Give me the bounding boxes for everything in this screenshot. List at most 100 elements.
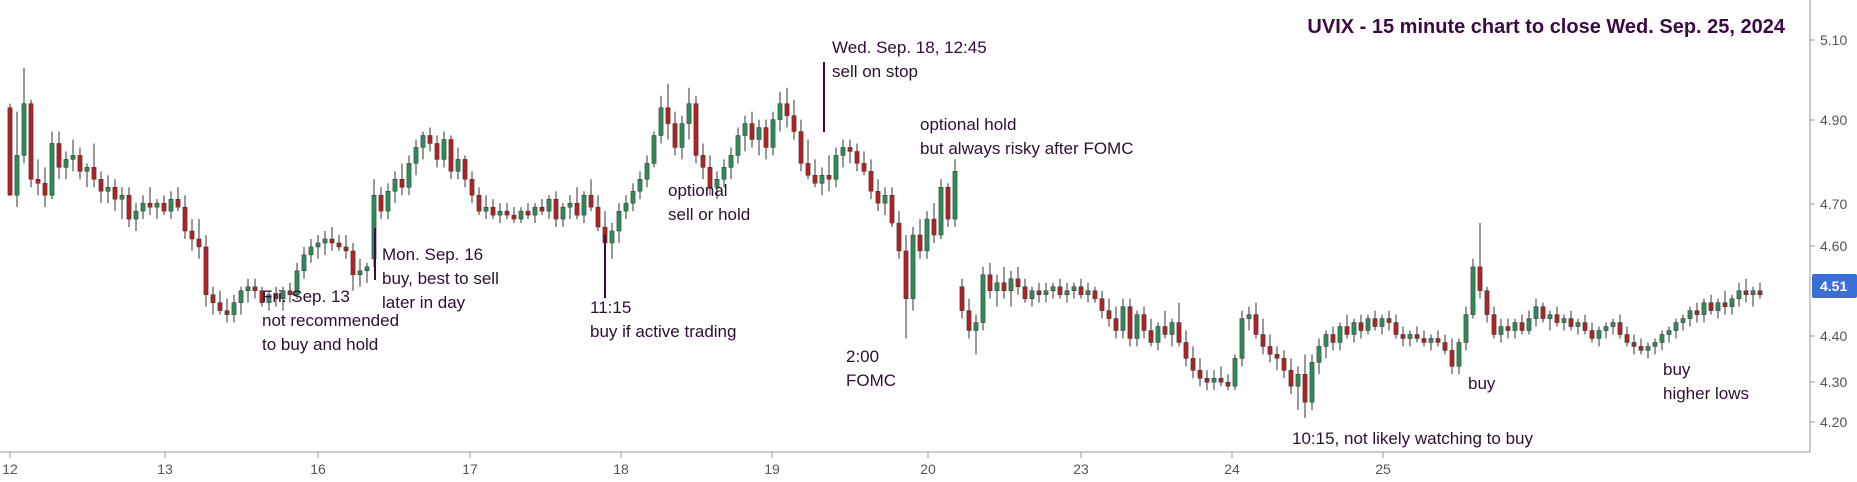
candle-body-down (1505, 326, 1511, 331)
candle (1190, 346, 1196, 379)
candle-body-up (532, 206, 538, 216)
candle-body-up (406, 163, 412, 188)
candle-body-down (1624, 334, 1630, 343)
candle-body-down (91, 167, 97, 180)
annotation-buy-higher-lows: buy higher lows (1663, 360, 1749, 403)
candle (1015, 266, 1021, 295)
candle-body-up (560, 206, 566, 220)
candle-body-down (147, 202, 153, 208)
candle (1512, 318, 1518, 339)
candle (686, 87, 692, 140)
candle-body-down (210, 294, 216, 303)
annotation-line: sell or hold (668, 205, 750, 224)
candle-body-up (1155, 326, 1161, 343)
candle (700, 143, 706, 180)
candle (560, 203, 566, 228)
candle (525, 203, 531, 220)
candle-body-up (49, 143, 55, 196)
candle-body-up (623, 202, 629, 212)
candle-body-down (749, 123, 755, 140)
candle-body-down (1638, 346, 1644, 351)
candle (840, 139, 846, 168)
candle (1400, 326, 1406, 347)
candle-body-down (1589, 330, 1595, 339)
candle (126, 187, 132, 228)
current-price-box (1812, 274, 1857, 298)
candle-body-down (700, 155, 706, 168)
candle-body-down (196, 238, 202, 248)
candle-body-down (1218, 378, 1224, 383)
annotation-line: not recommended (262, 311, 399, 330)
candle-body-up (168, 198, 174, 212)
candle-body-down (1078, 286, 1084, 295)
candle-body-down (462, 159, 468, 180)
annotation-line: FOMC (846, 371, 896, 390)
candle-body-down (1722, 302, 1728, 307)
annotation-line: but always risky after FOMC (920, 139, 1134, 158)
candle-body-up (1596, 330, 1602, 339)
candle (1064, 282, 1070, 303)
candle (1694, 302, 1700, 323)
candle-body-down (1582, 322, 1588, 331)
candle (455, 147, 461, 180)
candle-body-up (1351, 322, 1357, 335)
annotation-1015: 10:15, not likely watching to buy (1292, 429, 1533, 448)
annotation-line: to buy and hold (262, 335, 378, 354)
candles-layer (7, 67, 1763, 419)
candle-body-down (1484, 290, 1490, 315)
candle (1106, 298, 1112, 327)
candle (1358, 314, 1364, 339)
x-tick-label: 16 (310, 461, 326, 477)
candle (1414, 326, 1420, 343)
x-tick-label: 12 (2, 461, 18, 477)
candle-body-up (1736, 290, 1742, 299)
candle (1393, 314, 1399, 339)
candle-body-down (1372, 318, 1378, 327)
candle-body-up (651, 135, 657, 164)
candle-body-down (1274, 354, 1280, 359)
candle-body-down (1141, 314, 1147, 331)
candle-body-down (791, 115, 797, 132)
candle-body-down (1148, 330, 1154, 343)
candle-body-up (385, 190, 391, 212)
annotation-line: 11:15 (590, 298, 631, 317)
candle-body-up (952, 171, 958, 220)
candle-body-down (469, 179, 475, 196)
candle-body-down (1225, 381, 1231, 387)
candle-body-down (861, 163, 867, 172)
candle-body-up (1750, 290, 1756, 295)
candle (714, 171, 720, 200)
candle (1470, 258, 1476, 319)
candle (350, 242, 356, 291)
candle-body-up (63, 159, 69, 168)
candle-body-down (966, 310, 972, 331)
candle (749, 111, 755, 148)
candle-body-down (224, 310, 230, 315)
annotation-line: optional (668, 181, 728, 200)
annotation-line: buy (1468, 374, 1496, 393)
candle (231, 294, 237, 323)
candle (1638, 338, 1644, 355)
candle (805, 139, 811, 180)
candle-body-down (259, 290, 265, 303)
candle-body-down (1519, 322, 1525, 331)
annotation-guides (374, 62, 825, 298)
candle (357, 258, 363, 287)
candle (1575, 318, 1581, 335)
candle (1344, 314, 1350, 339)
candle-body-down (1127, 306, 1133, 339)
candle (1085, 282, 1091, 303)
candle (609, 223, 615, 259)
candle-body-up (1456, 342, 1462, 367)
candle-body-down (7, 107, 13, 196)
candle (1456, 338, 1462, 375)
candle (1428, 334, 1434, 351)
candle-body-up (567, 202, 573, 208)
candle (1680, 314, 1686, 331)
candle (1736, 282, 1742, 307)
y-tick-label: 4.30 (1820, 374, 1847, 390)
candle (1722, 290, 1728, 315)
candle-body-down (189, 230, 195, 240)
candle (952, 159, 958, 228)
